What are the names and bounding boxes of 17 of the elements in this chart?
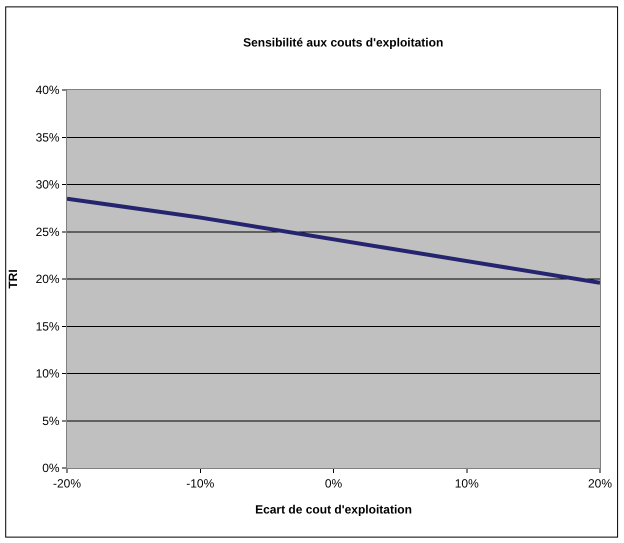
x-axis-title: Ecart de cout d'exploitation <box>255 502 412 516</box>
y-tick-label: 35% <box>36 130 60 144</box>
y-tick-label: 0% <box>42 461 60 476</box>
y-tick-label: 25% <box>36 224 60 239</box>
x-tick-label: -20% <box>52 476 82 490</box>
y-tick-label: 5% <box>42 414 60 428</box>
chart-title: Sensibilité aux couts d'exploitation <box>243 35 444 50</box>
y-tick-label: 15% <box>36 319 60 334</box>
x-tick-label: 20% <box>588 476 612 490</box>
x-tick-label: 0% <box>324 476 342 490</box>
y-axis-title: TRI <box>6 269 20 289</box>
y-tick-label: 30% <box>36 178 60 192</box>
x-tick-label: 10% <box>454 476 480 490</box>
y-tick-label: 10% <box>36 366 60 381</box>
x-tick-label: -10% <box>186 476 215 490</box>
y-tick-label: 20% <box>36 272 60 286</box>
y-tick-label: 40% <box>36 83 60 98</box>
